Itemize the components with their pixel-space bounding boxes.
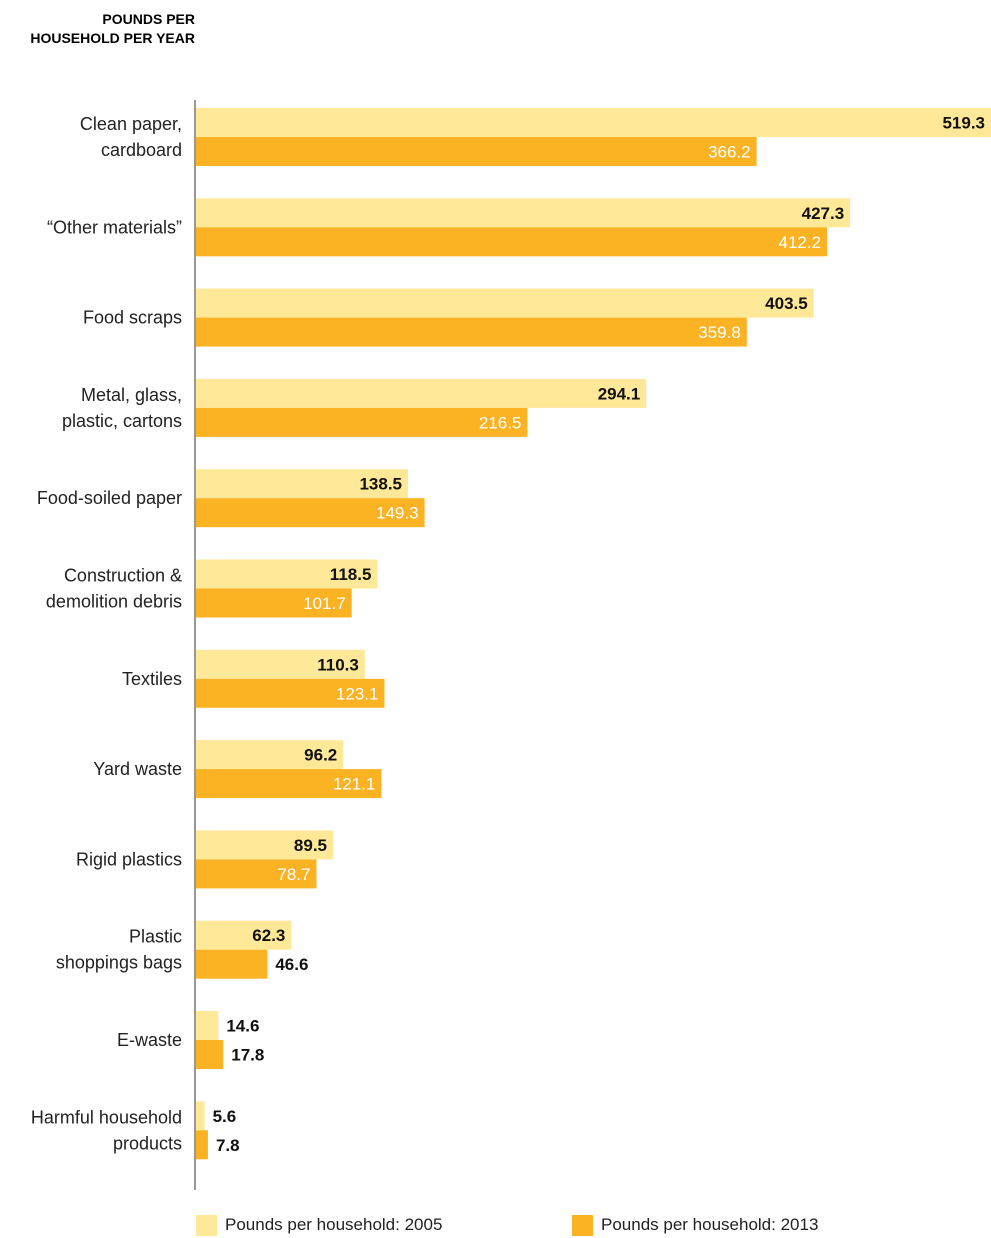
data-label-2005: 5.6	[213, 1107, 237, 1126]
bar-2005	[196, 1101, 205, 1131]
data-label-2013: 7.8	[216, 1136, 240, 1155]
bar-2005	[196, 830, 334, 860]
legend-label-2005: Pounds per household: 2005	[225, 1215, 443, 1234]
data-label-2005: 14.6	[226, 1017, 259, 1036]
category-label: shoppings bags	[56, 953, 182, 973]
data-label-2005: 96.2	[304, 746, 337, 765]
category-label: Harmful household	[31, 1107, 182, 1127]
category-label: cardboard	[101, 140, 182, 160]
category-label: plastic, cartons	[62, 411, 182, 431]
data-label-2005: 110.3	[317, 655, 359, 674]
legend-item-2005: Pounds per household: 2005	[196, 1212, 442, 1238]
bar-2013	[196, 1040, 224, 1069]
data-label-2013: 216.5	[479, 413, 522, 432]
data-label-2013: 121.1	[333, 775, 376, 794]
category-label: Food scraps	[83, 308, 182, 328]
bar-2005	[196, 378, 647, 408]
bar-2005	[196, 469, 409, 499]
data-label-2013: 101.7	[303, 594, 346, 613]
category-label: Yard waste	[93, 759, 182, 779]
bar-2013	[196, 678, 385, 708]
data-label-2013: 123.1	[336, 684, 379, 703]
bar-2005	[196, 649, 365, 679]
data-label-2013: 359.8	[698, 323, 741, 342]
data-label-2005: 427.3	[802, 204, 845, 223]
category-label: products	[113, 1133, 182, 1153]
bar-2013	[196, 137, 757, 166]
bar-2013	[196, 407, 528, 437]
data-label-2005: 403.5	[765, 294, 808, 313]
bar-2005	[196, 920, 292, 950]
category-label: “Other materials”	[47, 217, 182, 237]
legend-swatch-2005	[196, 1214, 217, 1236]
data-label-2013: 366.2	[708, 143, 751, 162]
category-label: Metal, glass,	[81, 385, 182, 405]
bar-2013	[196, 859, 317, 889]
bar-2005	[196, 198, 851, 228]
bar-2013	[196, 1130, 208, 1160]
category-label: Construction &	[64, 566, 182, 586]
bar-2005	[196, 559, 378, 589]
bar-2013	[196, 588, 352, 618]
data-label-2013: 17.8	[231, 1046, 264, 1065]
bar-2013	[196, 227, 828, 257]
category-label: Textiles	[122, 669, 182, 689]
legend-label-2013: Pounds per household: 2013	[601, 1215, 819, 1234]
bar-2005	[196, 288, 814, 318]
data-label-2013: 412.2	[778, 233, 821, 252]
bar-2013	[196, 769, 382, 799]
data-label-2005: 138.5	[359, 475, 402, 494]
bar-2005	[196, 740, 344, 770]
legend-swatch-2013	[572, 1214, 593, 1236]
bar-2013	[196, 498, 425, 528]
category-label: Rigid plastics	[76, 849, 182, 869]
data-label-2013: 78.7	[277, 865, 310, 884]
data-label-2005: 294.1	[598, 384, 641, 403]
legend-item-2013: Pounds per household: 2013	[572, 1212, 818, 1238]
data-label-2005: 62.3	[252, 926, 285, 945]
bar-2013	[196, 317, 747, 347]
data-label-2013: 46.6	[275, 955, 308, 974]
axis-title: POUNDS PER HOUSEHOLD PER YEAR	[30, 11, 195, 46]
category-label: Food-soiled paper	[37, 488, 182, 508]
bar-2005	[196, 1011, 219, 1040]
data-label-2013: 149.3	[376, 504, 419, 523]
bar-2005	[196, 108, 991, 137]
data-label-2005: 118.5	[330, 565, 372, 584]
category-label: Plastic	[129, 927, 182, 947]
category-label: demolition debris	[46, 592, 182, 612]
bar-2013	[196, 949, 268, 979]
category-label: Clean paper,	[80, 114, 182, 134]
data-label-2005: 89.5	[294, 836, 327, 855]
category-label: E-waste	[117, 1030, 182, 1050]
data-label-2005: 519.3	[942, 114, 985, 133]
